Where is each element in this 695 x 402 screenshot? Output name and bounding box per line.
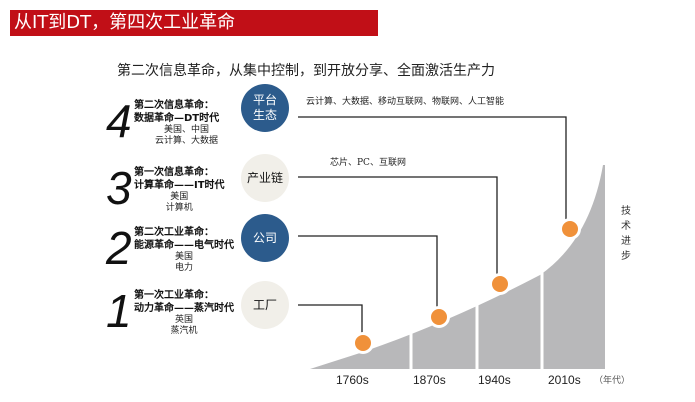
era-1-detail2: 蒸汽机 [170, 326, 198, 336]
era-2-detail1: 美国 [174, 252, 193, 262]
circle-label: 平台 [252, 93, 277, 107]
era-1-text: 第一次工业革命： 动力革命——蒸汽时代 英国 蒸汽机 [134, 289, 234, 337]
era-4-detail2: 云计算、大数据 [155, 136, 219, 146]
era-4-detail1: 美国、中国 [164, 125, 210, 135]
year-unit-label: （年代） [594, 376, 631, 386]
circle-label: 公司 [252, 230, 277, 245]
year-1760s: 1760s [336, 373, 369, 387]
connector-factory [298, 304, 363, 343]
era-number-3: 3 [106, 162, 132, 214]
era-2-detail2: 电力 [174, 263, 193, 273]
era-3-subtitle: 计算革命——IT时代 [134, 180, 225, 191]
era-2-text: 第二次工业革命： 能源革命——电气时代 美国 电力 [134, 226, 234, 274]
era-number-2: 2 [106, 222, 132, 274]
title-bar: 从IT到DT，第四次工业革命 [10, 10, 378, 36]
dot-1870s [431, 309, 447, 325]
era-4-title: 第二次信息革命： [134, 100, 214, 111]
connector-industry-chain [298, 176, 498, 283]
era-3-detail1: 美国 [170, 192, 189, 202]
era-3-detail2: 计算机 [165, 203, 193, 213]
circle-company: 公司 [241, 214, 289, 262]
connector-platform [298, 116, 567, 229]
circle-label: 生态 [252, 108, 277, 122]
year-1870s: 1870s [413, 373, 446, 387]
dot-2010s [562, 221, 578, 237]
era-1-title: 第一次工业革命： [134, 290, 214, 301]
circle-factory: 工厂 [241, 281, 289, 329]
circle-label: 工厂 [252, 297, 277, 312]
circle-label: 产业链 [246, 170, 283, 185]
era-number-1: 1 [106, 285, 132, 337]
era-1-subtitle: 动力革命——蒸汽时代 [134, 303, 234, 314]
era-2-title: 第二次工业革命： [134, 227, 214, 238]
circle-industry-chain: 产业链 [241, 154, 289, 202]
era-2-subtitle: 能源革命——电气时代 [134, 240, 234, 251]
dot-1940s [492, 276, 508, 292]
year-2010s: 2010s [548, 373, 581, 387]
year-1940s: 1940s [478, 373, 511, 387]
era-3-text: 第一次信息革命： 计算革命——IT时代 美国 计算机 [134, 166, 225, 214]
era-3-title: 第一次信息革命： [134, 167, 214, 178]
connector-company [298, 235, 438, 317]
tech-progress-label: 技术进步 [621, 206, 631, 262]
page-title: 从IT到DT，第四次工业革命 [14, 12, 236, 33]
circle-platform-ecosystem: 平台 生态 [241, 84, 289, 132]
note-it-technologies: 芯片、PC、互联网 [330, 158, 406, 168]
growth-area [310, 165, 605, 369]
era-1-detail1: 英国 [174, 315, 193, 325]
subtitle: 第二次信息革命，从集中控制，到开放分享、全面激活生产力 [117, 63, 495, 79]
era-4-text: 第二次信息革命： 数据革命—DT时代 美国、中国 云计算、大数据 [134, 99, 219, 147]
era-number-4: 4 [106, 95, 132, 147]
era-4-subtitle: 数据革命—DT时代 [134, 113, 220, 124]
note-dt-technologies: 云计算、大数据、移动互联网、物联网、人工智能 [306, 97, 505, 107]
dot-1760s [355, 335, 371, 351]
